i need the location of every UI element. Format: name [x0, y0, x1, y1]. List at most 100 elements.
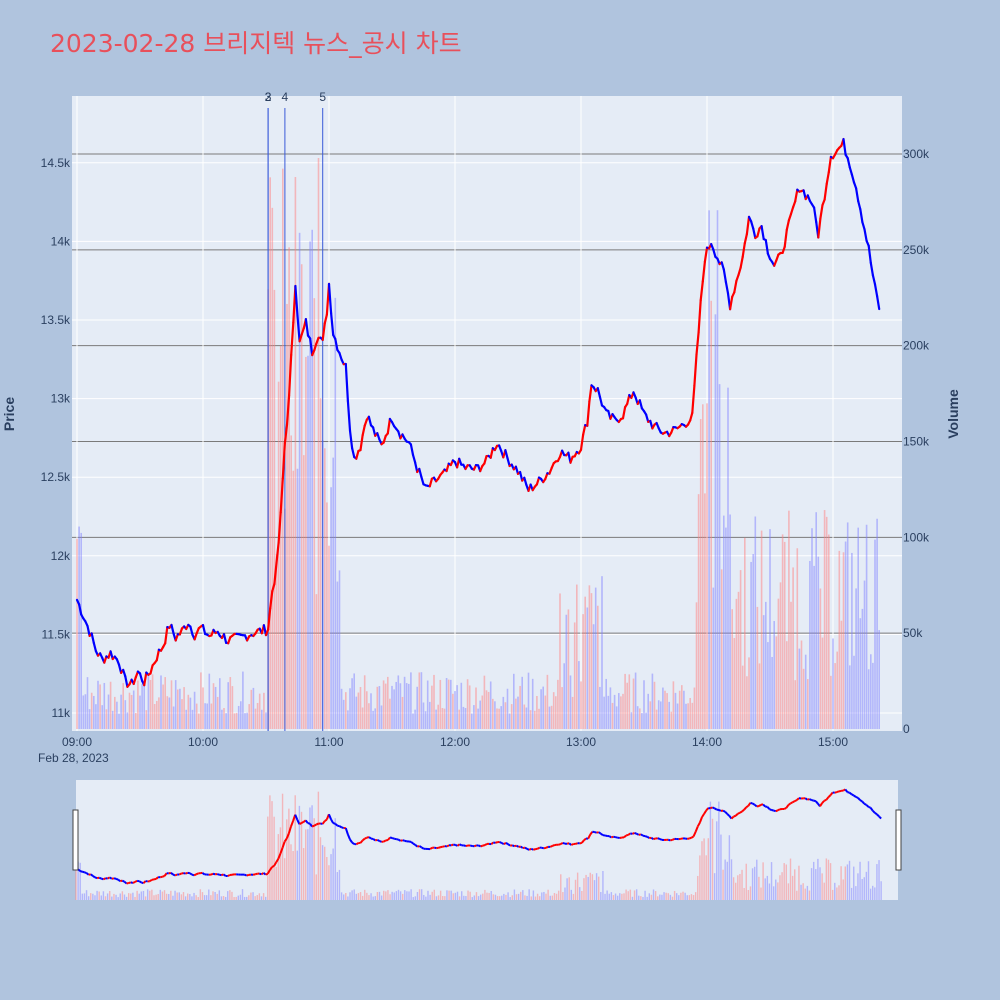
mini-volume-bar	[296, 850, 299, 900]
volume-bar	[492, 698, 494, 729]
mini-volume-bar	[737, 875, 739, 900]
price-segment	[693, 353, 698, 387]
mini-volume-bar	[87, 896, 90, 900]
volume-bar	[103, 682, 106, 729]
mini-volume-bar	[635, 889, 638, 900]
mini-price-segment	[575, 842, 578, 845]
mini-price-segment	[315, 822, 319, 826]
mini-volume-bar	[625, 889, 627, 900]
mini-volume-bar	[517, 893, 520, 900]
y2-tick-label: 0	[903, 722, 910, 736]
volume-bar	[240, 701, 242, 729]
mini-volume-bar	[623, 893, 625, 900]
mini-volume-bar	[783, 863, 785, 900]
volume-bar	[725, 527, 727, 729]
mini-volume-bar	[220, 896, 223, 900]
mini-volume-bar	[271, 801, 273, 900]
mini-price-segment	[792, 800, 796, 804]
mini-volume-bar	[574, 879, 577, 900]
volume-bar	[832, 638, 834, 729]
volume-bar	[691, 702, 694, 729]
volume-bar	[872, 662, 874, 729]
volume-bar	[460, 682, 463, 729]
price-segment	[283, 423, 289, 445]
volume-bar	[466, 679, 469, 729]
volume-bar	[720, 569, 723, 729]
mini-price-segment	[863, 802, 867, 806]
mini-volume-bar	[732, 877, 735, 900]
mini-price-segment	[474, 844, 477, 848]
volume-bar	[366, 691, 368, 729]
mini-volume-bar	[713, 873, 716, 900]
mini-price-segment	[351, 841, 355, 845]
mini-volume-bar	[482, 893, 484, 900]
mini-volume-bar	[869, 888, 872, 900]
mini-price-segment	[309, 823, 313, 828]
volume-bar	[193, 691, 196, 729]
mini-volume-bar	[836, 887, 838, 900]
mini-volume-bar	[302, 848, 305, 900]
mini-volume-bar	[239, 894, 242, 900]
volume-bar	[710, 300, 712, 729]
mini-volume-bar	[214, 892, 216, 900]
volume-bar	[130, 694, 133, 729]
mini-volume-bar	[593, 880, 596, 900]
mini-volume-bar	[507, 892, 509, 900]
mini-price-segment	[366, 836, 370, 839]
mini-price-segment	[330, 818, 335, 824]
price-segment	[581, 424, 587, 436]
mini-volume-bar	[775, 879, 777, 900]
mini-price-segment	[773, 809, 777, 813]
mini-price-segment	[434, 846, 437, 850]
price-segment	[596, 387, 602, 398]
volume-bar	[319, 398, 322, 729]
volume-bar	[699, 419, 702, 729]
mini-volume-bar	[75, 863, 77, 900]
mini-price-segment	[281, 841, 286, 849]
price-segment	[309, 337, 314, 357]
mini-price-segment	[123, 880, 128, 885]
volume-bar	[510, 704, 513, 729]
mini-volume-bar	[684, 892, 686, 900]
volume-bar	[210, 703, 213, 729]
range-slider-left-handle[interactable]	[72, 809, 79, 871]
x-tick-label: 15:00	[818, 735, 848, 749]
volume-bar	[345, 692, 347, 729]
mini-volume-bar	[874, 887, 876, 900]
volume-bar	[187, 694, 190, 729]
volume-bar	[672, 681, 675, 729]
mini-volume-bar	[229, 890, 231, 900]
mini-volume-bar	[538, 896, 541, 900]
mini-price-segment	[533, 848, 536, 851]
range-slider[interactable]	[76, 780, 898, 900]
mini-volume-bar	[317, 791, 320, 900]
mini-price-segment	[855, 795, 859, 799]
mini-volume-bar	[132, 892, 134, 900]
volume-bar	[149, 679, 152, 729]
volume-bar	[670, 711, 673, 729]
volume-bar	[250, 689, 253, 729]
mini-price-segment	[878, 815, 882, 820]
mini-price-segment	[623, 834, 627, 839]
mini-volume-bar	[463, 895, 465, 900]
volume-bar	[584, 596, 586, 729]
volume-bar	[128, 692, 131, 729]
mini-price-segment	[121, 879, 125, 883]
mini-price-segment	[583, 837, 587, 842]
price-segment	[273, 561, 278, 585]
mini-volume-bar	[619, 893, 621, 900]
range-slider-right-handle[interactable]	[895, 809, 902, 871]
volume-bar	[531, 678, 534, 729]
mini-price-segment	[560, 842, 564, 845]
price-segment	[644, 413, 650, 423]
mini-volume-bar	[690, 894, 693, 900]
mini-volume-bar	[286, 819, 288, 900]
volume-bar	[294, 177, 297, 730]
mini-price-segment	[627, 832, 631, 836]
price-segment	[848, 166, 854, 176]
volume-bar	[855, 588, 857, 729]
mini-price-segment	[269, 866, 273, 871]
mini-volume-bar	[125, 896, 128, 900]
price-segment	[741, 242, 746, 258]
x-tick-label: 12:00	[440, 735, 470, 749]
